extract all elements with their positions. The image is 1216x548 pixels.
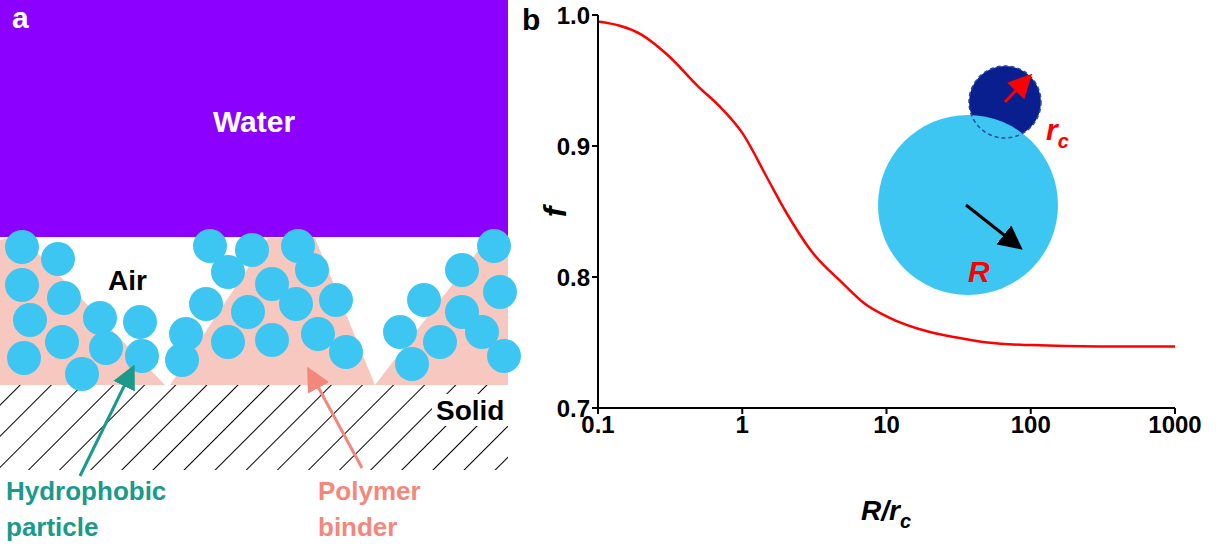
- svg-text:0.9: 0.9: [557, 133, 590, 160]
- svg-text:R: R: [968, 255, 990, 288]
- svg-text:1.0: 1.0: [557, 2, 590, 29]
- svg-text:rc: rc: [1046, 113, 1069, 152]
- svg-text:f: f: [537, 203, 573, 217]
- svg-text:100: 100: [1011, 411, 1051, 438]
- svg-text:Hydrophobic: Hydrophobic: [6, 476, 166, 506]
- svg-text:0.7: 0.7: [557, 395, 590, 422]
- svg-text:0.8: 0.8: [557, 264, 590, 291]
- svg-text:1000: 1000: [1148, 411, 1201, 438]
- svg-text:R/rc: R/rc: [861, 495, 911, 532]
- svg-text:10: 10: [873, 411, 900, 438]
- svg-text:a: a: [12, 1, 29, 34]
- svg-text:0.1: 0.1: [581, 411, 615, 438]
- svg-text:Polymer: Polymer: [318, 476, 421, 506]
- svg-text:Water: Water: [213, 105, 296, 138]
- svg-text:particle: particle: [6, 512, 99, 542]
- svg-text:1: 1: [736, 411, 749, 438]
- svg-text:b: b: [522, 3, 540, 36]
- svg-text:Air: Air: [108, 265, 147, 296]
- svg-text:Solid: Solid: [436, 395, 504, 426]
- svg-text:binder: binder: [318, 512, 397, 542]
